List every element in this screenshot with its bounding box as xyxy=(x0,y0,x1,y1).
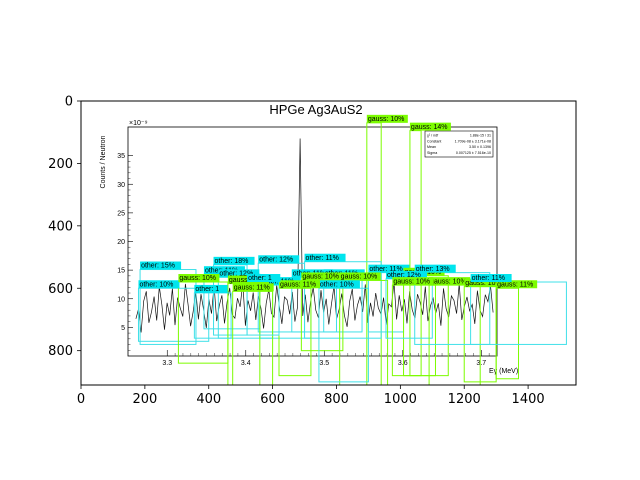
outer-y-tick-label: 0 xyxy=(65,95,73,110)
detection-label-bg xyxy=(414,264,456,273)
detection-label: gauss: 10% xyxy=(368,116,405,123)
inner-y-tick-label: 5 xyxy=(121,325,125,332)
outer-y-tick-label: 600 xyxy=(48,282,73,297)
detection-label: gauss: 10% xyxy=(430,278,467,285)
detection-label-bg xyxy=(301,272,343,281)
detection-label: gauss: 10% xyxy=(179,275,216,282)
inner-x-tick-label: 3.7 xyxy=(476,360,486,367)
detection-label-bg xyxy=(409,122,451,131)
inner-y-tick-label: 10 xyxy=(117,296,125,303)
outer-x-tick-label: 600 xyxy=(260,392,285,407)
detection-label-bg xyxy=(429,277,471,286)
inner-y-tick-label: 20 xyxy=(117,239,125,246)
detection-label-bg xyxy=(368,264,410,273)
detection-label: other: 13% xyxy=(416,266,450,273)
detection-label: other: 11% xyxy=(472,275,505,282)
inner-x-tick-label: 3.6 xyxy=(398,360,408,367)
stats-row-value: 3.50 ± 0.1396 xyxy=(469,145,491,149)
detection-label-bg xyxy=(218,269,260,278)
detection-boxes: gauss: 10% gauss: 14% other: 15% other: 18%… xyxy=(137,114,567,386)
inner-ylabel: Counts / Neutron xyxy=(100,135,107,188)
detection-label: gauss: 14% xyxy=(411,124,448,131)
inner-y-tick-label: 30 xyxy=(117,182,125,189)
detection-label-bg xyxy=(385,270,427,279)
detection-label-bg xyxy=(464,278,506,287)
detection-label-bg xyxy=(213,256,255,265)
inner-plot: HPGe Ag3AuS2 ×10⁻⁹ Counts / Neutron Eγ (… xyxy=(100,102,518,375)
detection-label: gauss: 10% xyxy=(341,274,378,281)
outer-x-tick-label: 1000 xyxy=(384,392,417,407)
detection-label: other: 10% xyxy=(320,281,354,288)
stats-row-name: Constant xyxy=(427,139,441,143)
outer-axes-frame xyxy=(80,100,577,386)
stats-row-name: Sigma xyxy=(427,151,437,155)
detection-label-bg xyxy=(258,255,300,264)
detection-label-bg xyxy=(279,280,320,289)
detection-label-bg xyxy=(194,284,228,293)
inner-y-tick-label: 15 xyxy=(117,268,125,275)
inner-y-tick-label: 25 xyxy=(117,210,125,217)
outer-x-tick-label: 800 xyxy=(324,392,349,407)
detection-label: other: 11% xyxy=(306,255,339,262)
inner-title: HPGe Ag3AuS2 xyxy=(269,102,362,117)
detection-label: other: 12% xyxy=(219,271,253,278)
outer-axes: 0 200 400 600 800 1000 1200 1400 0 200 400 600 800 xyxy=(48,95,577,407)
outer-x-tick-label: 0 xyxy=(77,392,85,407)
stats-row-name: Mean xyxy=(427,145,436,149)
detection-label: other: 12% xyxy=(387,272,421,279)
detection-label: gauss: 11% xyxy=(497,281,533,288)
detection-label: other: 11% xyxy=(369,266,402,273)
outer-x-tick-label: 1200 xyxy=(448,392,481,407)
inner-plot-frame xyxy=(127,126,498,357)
outer-y-tick-label: 200 xyxy=(48,157,73,172)
detection-label: other: 1 xyxy=(195,286,219,293)
outer-y-tick-label: 800 xyxy=(48,344,73,359)
detection-label-bg xyxy=(304,253,346,262)
detection-label-bg xyxy=(366,114,408,123)
detection-label: other: 18% xyxy=(215,258,249,265)
outer-x-tick-label: 200 xyxy=(132,392,157,407)
detection-label: gauss: 11% xyxy=(280,281,316,288)
spectrum-line xyxy=(135,138,494,333)
inner-x-tick-label: 3.4 xyxy=(241,360,251,367)
detection-label: gauss: 10% xyxy=(393,278,430,285)
detection-label-bg xyxy=(392,277,434,286)
detection-label: gauss: 11% xyxy=(234,285,270,292)
inner-y-multiplier: ×10⁻⁹ xyxy=(129,120,148,127)
detection-label-bg xyxy=(470,274,512,283)
detection-label: other: 1 xyxy=(248,275,272,282)
inner-x-tick-label: 3.3 xyxy=(162,360,172,367)
stats-row-value: 0.007125 ± 7.516e-10 xyxy=(456,151,491,155)
stats-row-value: 1.88e-15 / 31 xyxy=(470,134,491,138)
outer-x-tick-label: 1400 xyxy=(512,392,545,407)
inner-xlabel: Eγ (MeV) xyxy=(489,368,518,375)
detection-label-bg xyxy=(140,261,182,270)
outer-x-tick-label: 400 xyxy=(196,392,221,407)
stats-box: χ² / ndf 1.88e-15 / 31 Constant 1.709e-08 ±… xyxy=(424,130,494,158)
stats-box-frame xyxy=(424,130,494,158)
inner-y-tick-label: 35 xyxy=(117,153,125,160)
detection-label-bg xyxy=(232,283,274,292)
detection-label-bg xyxy=(247,274,281,283)
detection-label: gauss: 10% xyxy=(302,274,339,281)
detection-label-bg xyxy=(339,272,381,281)
detection-label: other: 15% xyxy=(141,263,175,270)
inner-x-tick-label: 3.5 xyxy=(319,360,329,367)
detection-label-bg xyxy=(178,274,220,283)
detection-label: other: 12% xyxy=(259,256,293,263)
outer-y-tick-label: 400 xyxy=(48,219,73,234)
detection-label-bg xyxy=(318,280,360,289)
detection-label: gauss: 10% xyxy=(465,280,502,287)
detection-label-bg xyxy=(496,280,538,289)
stats-row-value: 1.709e-08 ± 3.171e-08 xyxy=(455,139,491,143)
detection-label-bg xyxy=(138,280,180,289)
stats-row-name: χ² / ndf xyxy=(427,134,438,138)
detection-label: other: 10% xyxy=(139,281,173,288)
